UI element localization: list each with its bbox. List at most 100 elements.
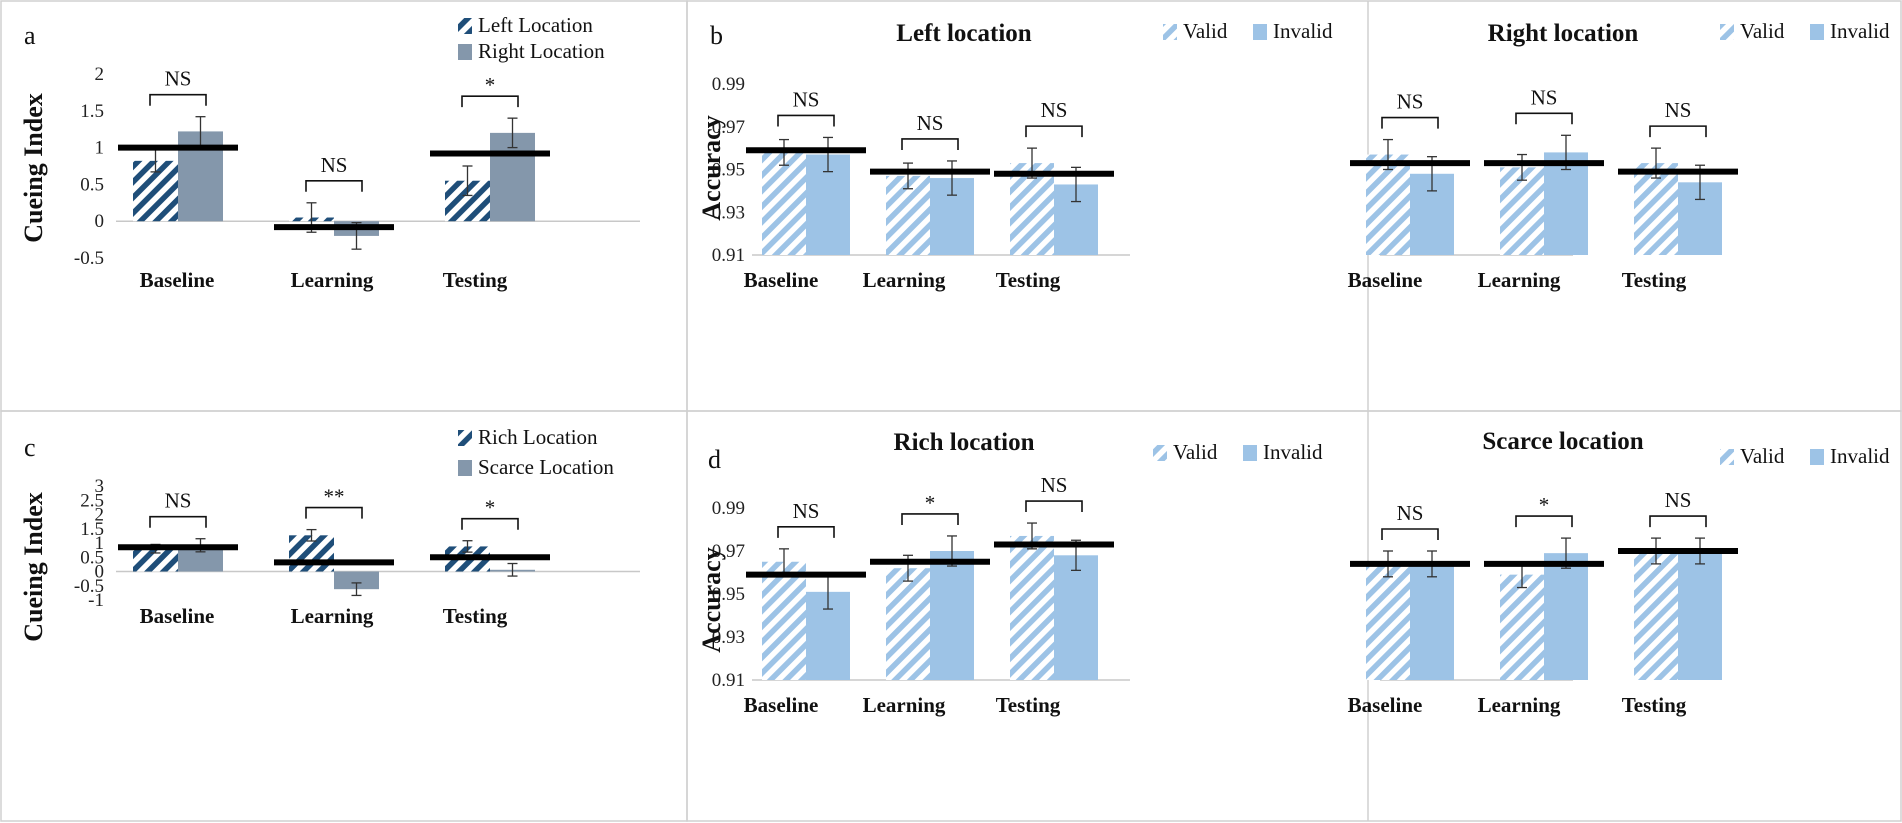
y-tick-label: -0.5	[74, 248, 104, 269]
y-tick-label: 0.5	[80, 547, 104, 568]
y-axis-label: Cueing Index	[19, 93, 48, 243]
y-axis-label: Cueing Index	[19, 492, 48, 642]
y-tick-label: 0.97	[712, 541, 745, 562]
significance-label: NS	[1665, 98, 1692, 122]
bar-solid	[1054, 555, 1098, 680]
legend: Valid Invalid	[1153, 440, 1323, 464]
x-tick-label: Testing	[443, 604, 508, 628]
y-tick-label: -1	[88, 590, 104, 611]
legend-label: Invalid	[1263, 440, 1323, 464]
legend: Valid Invalid	[1720, 19, 1890, 43]
x-tick-label: Baseline	[140, 604, 215, 628]
bar-hatched	[1366, 563, 1410, 680]
chart-b1: 0.91 0.93 0.95 0.97 0.99 Accuracy Left locatio…	[697, 19, 1333, 292]
bar-solid	[930, 551, 974, 680]
y-tick-label: 2.5	[80, 490, 104, 511]
significance-label: NS	[1397, 501, 1424, 525]
x-tick-label: Testing	[996, 268, 1061, 292]
chart-d1: 0.91 0.93 0.95 0.97 0.99 Accuracy Rich locatio…	[697, 429, 1323, 717]
legend-swatch	[1810, 24, 1824, 40]
y-tick-label: 0.93	[712, 627, 745, 648]
panel-label-a: a	[24, 21, 36, 50]
chart-c: -1-0.500.511.522.53 Cueing Index NS Baselin…	[19, 425, 640, 642]
x-tick-label: Baseline	[1348, 268, 1423, 292]
significance-bracket	[149, 515, 207, 528]
x-tick-label: Baseline	[744, 693, 819, 717]
panel-frame-d	[686, 410, 1902, 822]
legend-label: Valid	[1740, 19, 1785, 43]
significance-label: NS	[1397, 90, 1424, 114]
y-tick-label: 0.91	[712, 245, 745, 266]
legend-label: Scarce Location	[478, 455, 614, 479]
significance-bracket	[1381, 528, 1439, 540]
significance-bracket	[901, 138, 959, 150]
y-tick-label: 1.5	[80, 519, 104, 540]
chart-title: Rich location	[894, 429, 1035, 456]
panel-label-d: d	[708, 445, 721, 474]
y-tick-label: 0.93	[712, 202, 745, 223]
x-tick-label: Learning	[291, 268, 374, 292]
chart-title: Left location	[896, 20, 1031, 47]
legend-label: Invalid	[1273, 19, 1333, 43]
legend-swatch	[1243, 445, 1257, 461]
significance-label: NS	[165, 67, 192, 91]
significance-label: *	[485, 73, 496, 97]
chart-d2: Scarce location NS Baseline * Learning NS Test…	[1348, 428, 1890, 717]
significance-bracket	[149, 93, 207, 106]
significance-bracket	[1515, 515, 1573, 528]
bar-solid	[1678, 551, 1722, 680]
x-tick-label: Baseline	[140, 268, 215, 292]
legend-swatch	[1720, 449, 1734, 465]
significance-label: NS	[793, 499, 820, 523]
bar-solid	[334, 571, 379, 590]
chart-a: -0.5 0 0.5 1 1.5 2 Cueing Index NS Baseline NS Lea…	[19, 13, 640, 292]
significance-bracket	[777, 114, 835, 127]
bar-solid	[1544, 553, 1588, 680]
significance-bracket	[1649, 515, 1707, 528]
significance-label: *	[925, 491, 936, 515]
significance-bracket	[305, 506, 363, 519]
significance-label: NS	[1531, 85, 1558, 109]
bar-solid	[1410, 563, 1454, 680]
legend-swatch	[458, 44, 472, 60]
significance-label: **	[324, 485, 345, 509]
x-tick-label: Testing	[443, 268, 508, 292]
bar-hatched	[762, 152, 806, 255]
y-tick-label: 1	[95, 533, 105, 554]
legend-label: Valid	[1183, 19, 1228, 43]
bar-hatched	[1366, 154, 1410, 255]
panel-label-c: c	[24, 433, 36, 462]
x-tick-label: Testing	[1622, 693, 1687, 717]
legend-label: Left Location	[478, 13, 593, 37]
legend-swatch	[1163, 24, 1177, 40]
significance-label: NS	[1041, 98, 1068, 122]
legend-swatch	[458, 460, 472, 476]
legend-label: Right Location	[478, 39, 605, 63]
significance-label: NS	[321, 153, 348, 177]
panel-label-b: b	[710, 21, 723, 50]
significance-label: NS	[793, 87, 820, 111]
x-tick-label: Learning	[291, 604, 374, 628]
bar-hatched	[1634, 551, 1678, 680]
y-tick-label: 0.5	[80, 174, 104, 195]
significance-label: NS	[165, 489, 192, 513]
y-tick-label: 0.97	[712, 117, 745, 138]
legend-label: Valid	[1173, 440, 1218, 464]
significance-label: *	[485, 496, 496, 520]
y-tick-label: 0	[95, 562, 105, 583]
x-tick-label: Testing	[1622, 268, 1687, 292]
bar-hatched	[886, 568, 930, 680]
x-tick-label: Baseline	[744, 268, 819, 292]
y-axis-label: Accuracy	[697, 547, 726, 652]
legend-swatch	[1720, 24, 1734, 40]
significance-bracket	[305, 180, 363, 192]
significance-bracket	[901, 513, 959, 525]
significance-bracket	[461, 517, 519, 530]
y-tick-label: 2	[95, 505, 105, 526]
legend-swatch	[1153, 445, 1167, 461]
significance-label: NS	[917, 111, 944, 135]
legend-label: Rich Location	[478, 425, 598, 449]
significance-bracket	[1515, 112, 1573, 125]
x-tick-label: Learning	[1478, 693, 1561, 717]
